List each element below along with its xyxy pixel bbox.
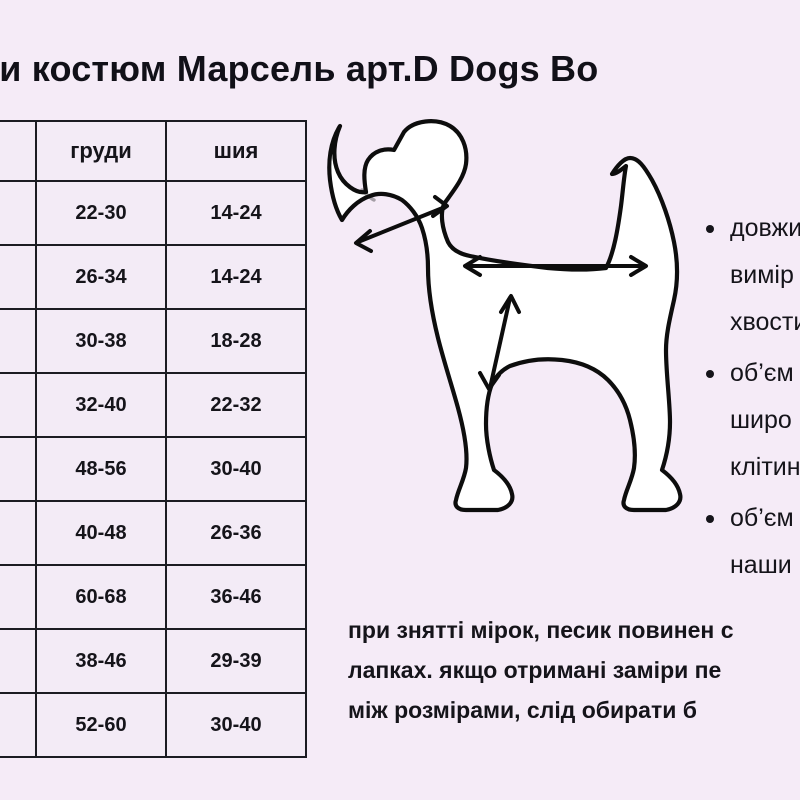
cell-shyja: 14-24 [165, 180, 307, 246]
size-table: а груди шия 22-30 14-24 26-34 14-24 30-3… [0, 120, 307, 758]
cell-spina [0, 628, 37, 694]
measurement-note: при знятті мірок, песик повинен с лапках… [348, 617, 734, 723]
cell-spina [0, 436, 37, 502]
cell-grudy: 32-40 [35, 372, 167, 438]
cell-spina [0, 500, 37, 566]
back-length-arrow [463, 255, 648, 277]
cell-grudy: 22-30 [35, 180, 167, 246]
cell-grudy: 40-48 [35, 500, 167, 566]
cell-grudy: 48-56 [35, 436, 167, 502]
cell-spina [0, 372, 37, 438]
cell-spina [0, 308, 37, 374]
cell-grudy: 52-60 [35, 692, 167, 758]
list-item: довжи вимір хвости [700, 205, 800, 346]
table-row: 48-56 30-40 [0, 436, 307, 502]
page-title: міри костюм Марсель арт.D Dogs Bo [0, 48, 599, 89]
neck-girth-arrow [354, 195, 449, 253]
table-header-row: а груди шия [0, 120, 307, 182]
table-row: 32-40 22-32 [0, 372, 307, 438]
cell-shyja: 29-39 [165, 628, 307, 694]
cell-shyja: 30-40 [165, 692, 307, 758]
list-item: об’єм наши [700, 495, 800, 589]
column-header-spina: а [0, 120, 37, 182]
cell-shyja: 30-40 [165, 436, 307, 502]
cell-grudy: 26-34 [35, 244, 167, 310]
table-row: 40-48 26-36 [0, 500, 307, 566]
cell-shyja: 22-32 [165, 372, 307, 438]
column-header-grudy: груди [35, 120, 167, 182]
table-row: 26-34 14-24 [0, 244, 307, 310]
table-row: 22-30 14-24 [0, 180, 307, 246]
cell-spina [0, 180, 37, 246]
measurement-instructions-list: довжи вимір хвости об’єм широ клітин об’… [700, 205, 800, 593]
cell-shyja: 26-36 [165, 500, 307, 566]
cell-spina [0, 692, 37, 758]
cell-shyja: 14-24 [165, 244, 307, 310]
cell-shyja: 36-46 [165, 564, 307, 630]
column-header-shyja: шия [165, 120, 307, 182]
cell-grudy: 60-68 [35, 564, 167, 630]
cell-shyja: 18-28 [165, 308, 307, 374]
chest-girth-arrow [478, 294, 521, 391]
list-item: об’єм широ клітин [700, 350, 800, 491]
table-row: 38-46 29-39 [0, 628, 307, 694]
table-row: 60-68 36-46 [0, 564, 307, 630]
table-row: 52-60 30-40 [0, 692, 307, 758]
cell-grudy: 38-46 [35, 628, 167, 694]
cell-spina [0, 244, 37, 310]
cell-spina [0, 564, 37, 630]
cell-grudy: 30-38 [35, 308, 167, 374]
dog-measurement-diagram [318, 118, 710, 522]
table-row: 30-38 18-28 [0, 308, 307, 374]
